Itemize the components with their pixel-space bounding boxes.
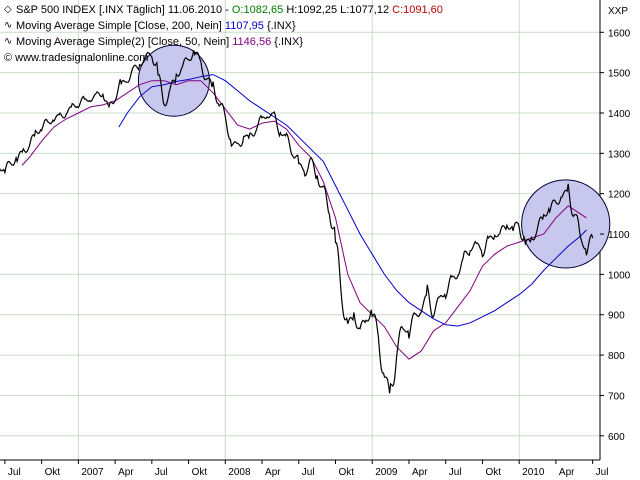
high-label: H: (286, 4, 298, 16)
x-tick-label: 2009 (375, 467, 398, 478)
x-tick-label: Okt (485, 467, 501, 478)
highlight-circle (521, 179, 611, 269)
close-label: C: (392, 4, 404, 16)
ma50-line (21, 80, 587, 360)
line-indicator-icon: ∿ (4, 36, 13, 47)
y-tick-label: 1300 (608, 149, 631, 160)
x-tick-label: Okt (339, 467, 355, 478)
low-value: 1077,12 (349, 4, 390, 16)
ma200-label: Moving Average Simple [Close, 200, Nein] (16, 20, 222, 32)
close-value: 1091,60 (403, 4, 443, 16)
y-tick-label: 1500 (608, 69, 631, 80)
y-tick-label: 600 (608, 432, 625, 443)
y-tick-label: 1200 (608, 190, 631, 201)
y-tick-label: 800 (608, 351, 625, 362)
y-tick-label: 1400 (608, 109, 631, 120)
x-tick-label: 2008 (228, 467, 251, 478)
x-tick-label: Jul (449, 467, 462, 478)
high-value: 1092,25 (297, 4, 338, 16)
y-tick-label: 1100 (608, 230, 630, 241)
x-tick-label: 2010 (522, 467, 545, 478)
line-indicator-icon: ∿ (4, 20, 13, 31)
x-tick-label: Jul (596, 467, 609, 478)
legend-row-ma50: ∿ Moving Average Simple(2) [Close, 50, N… (4, 34, 443, 50)
open-value: 1082,65 (243, 4, 284, 16)
x-tick-label: Jul (8, 467, 21, 478)
ma50-value: 1146,56 (232, 36, 272, 48)
x-tick-label: Jul (302, 467, 315, 478)
x-tick-label: Apr (118, 467, 134, 478)
x-tick-label: Apr (412, 467, 428, 478)
legend-row-price: ◇ S&P 500 INDEX [.INX Täglich] 11.06.201… (4, 4, 443, 16)
watermark-text: © www.tradesignalonline.com (4, 52, 149, 64)
ma200-line (118, 74, 587, 327)
y-tick-label: 900 (608, 311, 625, 322)
chart-icon: ◇ (4, 4, 12, 15)
x-tick-label: Apr (265, 467, 281, 478)
price-line (0, 50, 594, 394)
legend-row-ma200: ∿ Moving Average Simple [Close, 200, Nei… (4, 18, 443, 34)
x-tick-label: Apr (559, 467, 575, 478)
y-tick-label: 700 (608, 391, 625, 402)
open-label: O: (231, 4, 244, 16)
x-tick-label: Okt (192, 467, 208, 478)
x-tick-label: Okt (45, 467, 61, 478)
x-tick-label: Jul (155, 467, 168, 478)
legend-title: S&P 500 INDEX [.INX Täglich] 11.06.2010 (16, 4, 223, 16)
ma50-label: Moving Average Simple(2) [Close, 50, Nei… (16, 36, 230, 48)
legend-row-watermark: © www.tradesignalonline.com (4, 50, 443, 66)
ma50-symbol: {.INX} (274, 36, 304, 48)
x-tick-label: 2007 (81, 467, 104, 478)
ma200-value: 1107,95 (224, 20, 264, 32)
y-axis-label: XXP (608, 6, 628, 17)
y-tick-label: 1000 (608, 270, 631, 281)
low-label: L: (340, 4, 350, 16)
y-tick-label: 1600 (608, 28, 631, 39)
chart-legend: ◇ S&P 500 INDEX [.INX Täglich] 11.06.201… (4, 2, 443, 66)
ma200-symbol: {.INX} (266, 20, 296, 32)
